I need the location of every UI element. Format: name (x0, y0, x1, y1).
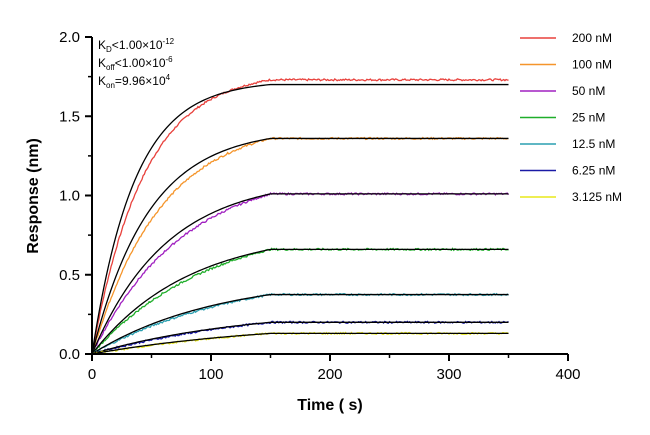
series-data-line (91, 320, 509, 355)
series-data-line (91, 78, 509, 355)
y-ticks: 0.0 0.5 1.0 1.5 2.0 (59, 29, 92, 363)
kinetic-constant: Kon=9.96×104 (98, 73, 171, 90)
y-tick-label: 1.5 (59, 108, 80, 125)
y-tick-label: 0.5 (59, 267, 80, 284)
series-data-line (91, 247, 509, 355)
plot-area (91, 78, 510, 355)
y-tick-label: 0.0 (59, 346, 80, 363)
y-axis-title: Response (nm) (25, 138, 42, 254)
series-fit-line (91, 332, 509, 355)
legend-label: 3.125 nM (572, 190, 622, 204)
x-tick-label: 300 (436, 366, 461, 383)
kinetic-constant: KD<1.00×10-12 (98, 37, 175, 54)
series-fit-line (91, 321, 509, 355)
kinetic-constant: Koff<1.00×10-6 (98, 55, 173, 72)
x-ticks: 0 100 200 300 400 (88, 354, 581, 383)
legend-label: 25 nM (572, 111, 605, 125)
series-data-line (91, 331, 509, 355)
legend-label: 6.25 nM (572, 164, 615, 178)
x-tick-label: 0 (88, 366, 96, 383)
legend-label: 200 nM (572, 31, 612, 45)
series-fit-line (91, 193, 509, 355)
series-fit-line (91, 137, 509, 355)
y-tick-label: 1.0 (59, 188, 80, 205)
legend: 200 nM 100 nM 50 nM 25 nM 12.5 nM 6.25 nM 3.12… (520, 31, 622, 204)
x-tick-label: 400 (555, 366, 580, 383)
series-fit-line (91, 248, 509, 355)
x-tick-label: 100 (198, 366, 223, 383)
series-fit-line (91, 83, 509, 355)
x-axis-title: Time ( s) (297, 397, 363, 414)
legend-label: 50 nM (572, 84, 605, 98)
series-data-line (91, 136, 509, 354)
legend-label: 12.5 nM (572, 137, 615, 151)
series-fit-line (91, 293, 509, 355)
series-data-line (91, 191, 510, 355)
legend-label: 100 nM (572, 58, 612, 72)
y-tick-label: 2.0 (59, 29, 80, 46)
x-tick-label: 200 (317, 366, 342, 383)
